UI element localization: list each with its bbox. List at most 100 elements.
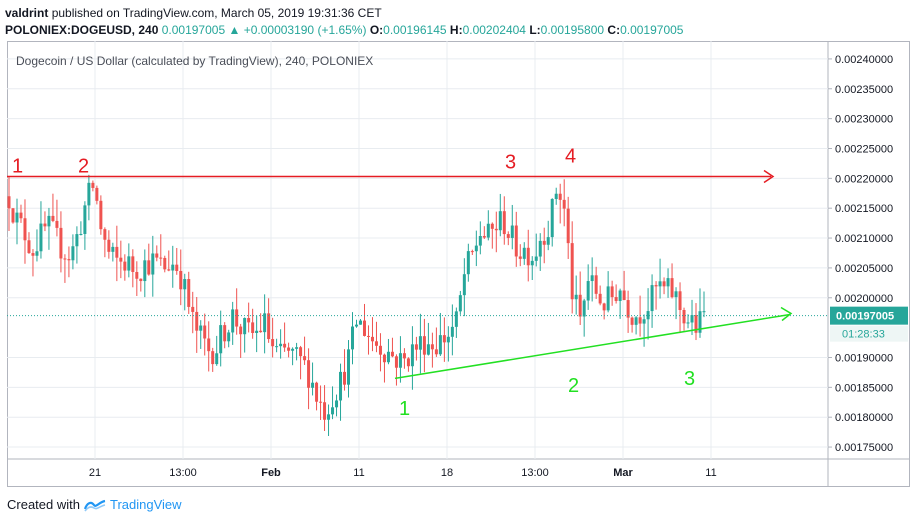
close-value: 0.00197005 [620,23,684,37]
candle-body [586,281,590,301]
tradingview-brand[interactable]: TradingView [109,497,182,512]
candle-body [546,237,550,245]
candle-body [594,275,598,294]
candle-body [51,215,55,221]
candle-body [498,211,502,231]
tradingview-logo-icon[interactable] [83,498,106,512]
candle-body [690,315,694,323]
chart-frame[interactable]: 0.00240000 0.00235000 0.00230000 0.00225000… [7,41,910,487]
candle-body [63,258,67,260]
last-price: 0.00197005 [161,23,226,37]
candle-body [279,343,283,347]
price-tag-bg [830,306,908,325]
candle-body [303,356,307,361]
candle-body [299,347,303,357]
author-name[interactable]: valdrint [5,6,49,20]
candle-body [339,371,343,401]
candle-body [127,256,131,271]
candle-body [343,371,347,385]
candle-body [43,223,47,227]
candle-body [95,187,99,201]
footer: Created with TradingView [7,497,182,512]
candle-body [111,246,115,252]
candle-body [670,278,674,298]
candle-body [386,351,390,363]
candle-body [418,336,422,350]
resistance-touch-label: 3 [505,152,516,174]
candle-body [550,199,554,238]
candle-body [131,256,135,272]
candle-body [7,196,11,209]
candle-body [311,382,315,388]
resistance-arrow-icon [763,169,775,184]
candle-body [99,200,103,230]
candle-body [183,279,187,290]
y-tick-label: 0.00225000 [835,143,893,155]
candle-body [335,400,339,408]
candle-body [402,353,406,359]
candle-body [454,311,458,327]
y-tick-label: 0.00200000 [835,293,893,305]
candle-body [319,401,323,403]
candle-body [598,293,602,304]
candle-body [327,414,331,420]
candle-body [323,402,327,420]
candle-body [167,269,171,271]
candle-body [374,341,378,346]
candle-body [510,225,514,238]
candle-body [470,251,474,253]
candle-body [223,325,227,342]
change-up-icon: ▲ [228,23,241,37]
countdown-tag-label: 01:28:33 [842,329,885,341]
candle-body [155,253,159,258]
support-arrow-icon [780,306,793,322]
chart-border [7,41,910,487]
candle-body [31,253,35,256]
candle-body [362,320,366,336]
open-label: O: [369,23,384,37]
price-change: +0.00003190 (+1.65%) [243,23,367,37]
candle-body [382,354,386,363]
x-tick-label: 11 [705,467,716,479]
candle-body [666,278,670,287]
candle-body [694,315,698,333]
candle-body [458,295,462,312]
y-tick-label: 0.00210000 [835,233,893,245]
candle-body [582,300,586,317]
y-tick-label: 0.00205000 [835,263,893,275]
candle-body [171,264,175,271]
created-with-text: Created with [7,497,80,512]
candle-body [590,275,594,282]
candle-body [422,336,426,355]
candle-body [490,223,494,229]
candle-body [187,279,191,307]
candle-body [398,353,402,368]
candle-body [474,245,478,252]
candle-body [630,317,634,325]
candle-body [315,382,319,402]
candle-body [263,313,267,333]
x-tick-label: 21 [89,467,101,479]
resistance-touch-label: 2 [78,156,89,178]
candle-body [522,247,526,259]
candle-body [355,324,358,327]
candle-body [606,286,610,311]
candle-body [574,294,578,300]
candle-body [562,199,566,209]
candle-body [59,227,63,259]
candle-body [87,182,91,206]
high-value: 0.00202404 [462,23,526,37]
y-tick-label: 0.00215000 [835,203,893,215]
candle-body [91,182,95,188]
candle-body [47,215,51,227]
candle-body [358,320,362,325]
candle-body [394,356,398,368]
candle-body [698,311,702,333]
x-tick-label: 13:00 [521,467,549,479]
candle-body [143,260,147,282]
candlestick-chart[interactable]: 0.00240000 0.00235000 0.00230000 0.00225000… [7,41,910,487]
candle-body [378,345,382,355]
candles-group [7,174,706,436]
resistance-touch-label: 4 [565,146,576,168]
candle-body [23,218,27,241]
